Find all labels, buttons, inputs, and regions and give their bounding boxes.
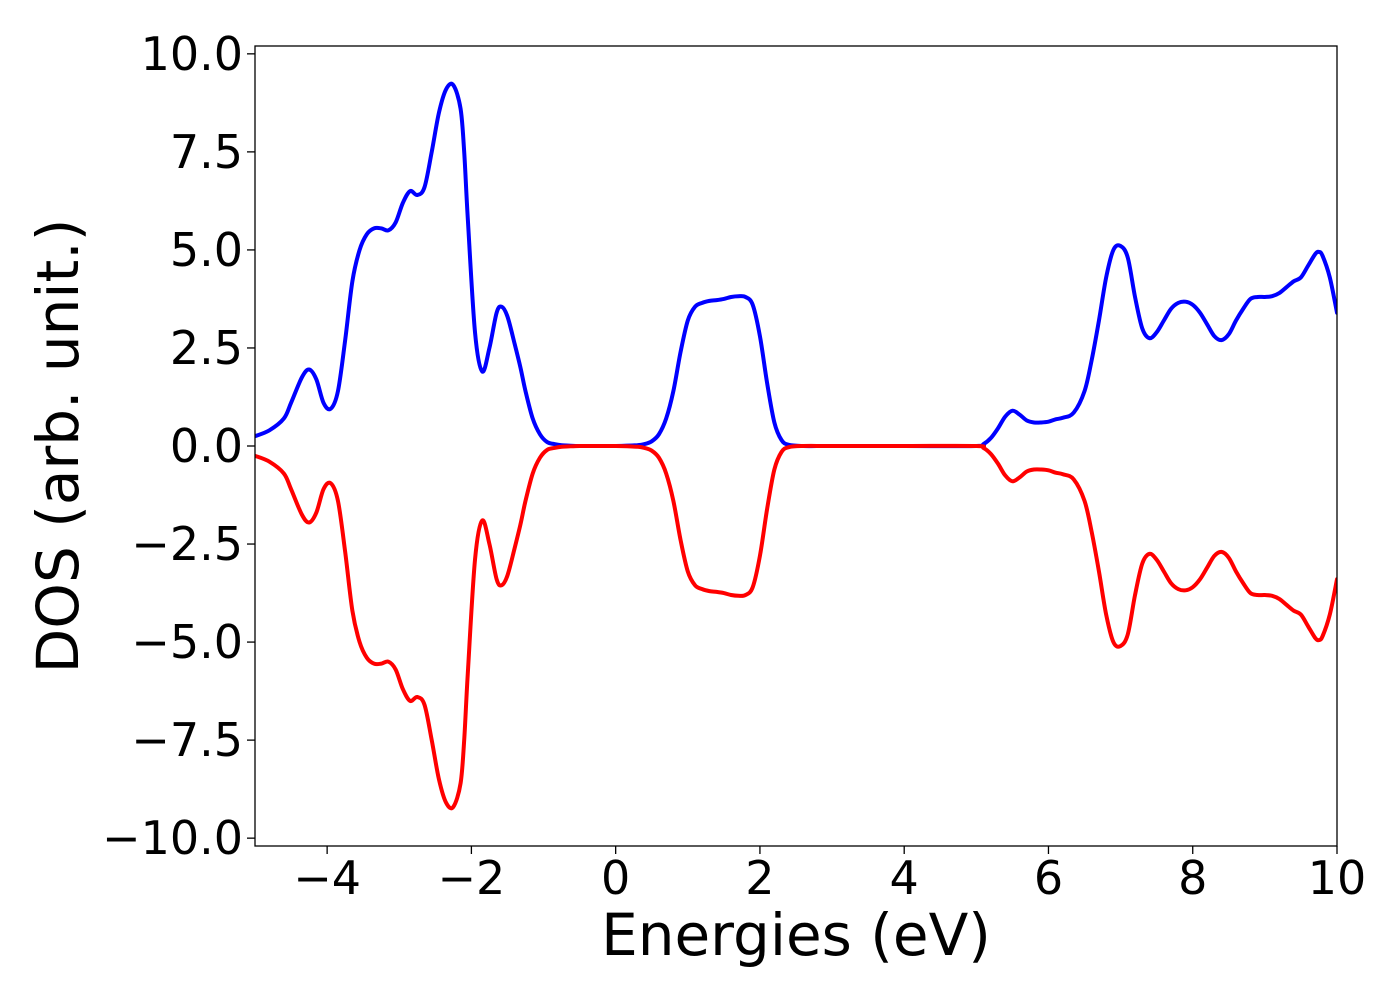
y-tick-label: 5.0 <box>170 223 243 277</box>
series-line-2 <box>255 443 1337 811</box>
x-axis-label: Energies (eV) <box>601 901 991 969</box>
series-line-1 <box>255 81 1337 449</box>
x-tick-label: 10 <box>1308 851 1367 905</box>
y-tick-label: 10.0 <box>141 27 243 81</box>
x-tick-label: 0 <box>601 851 630 905</box>
y-tick-label: −7.5 <box>131 713 243 767</box>
x-tick-label: 8 <box>1178 851 1207 905</box>
x-tick-label: 6 <box>1034 851 1063 905</box>
x-tick-label: 2 <box>745 851 774 905</box>
x-tick-label: 4 <box>890 851 919 905</box>
x-tick-label: −4 <box>293 851 361 905</box>
series-layer <box>255 81 1337 811</box>
x-tick-label: −2 <box>437 851 505 905</box>
y-tick-label: −10.0 <box>102 811 243 865</box>
y-tick-label: 0.0 <box>170 419 243 473</box>
y-tick-label: 7.5 <box>170 125 243 179</box>
x-axis: −4 −2 0 2 4 6 8 10 <box>293 846 1366 905</box>
y-axis-label: DOS (arb. unit.) <box>24 219 92 674</box>
y-axis: 10.0 7.5 5.0 2.5 0.0 −2.5 −5.0 −7.5 −10.0 <box>102 27 255 865</box>
y-tick-label: 2.5 <box>170 321 243 375</box>
y-tick-label: −2.5 <box>131 517 243 571</box>
y-tick-label: −5.0 <box>131 615 243 669</box>
